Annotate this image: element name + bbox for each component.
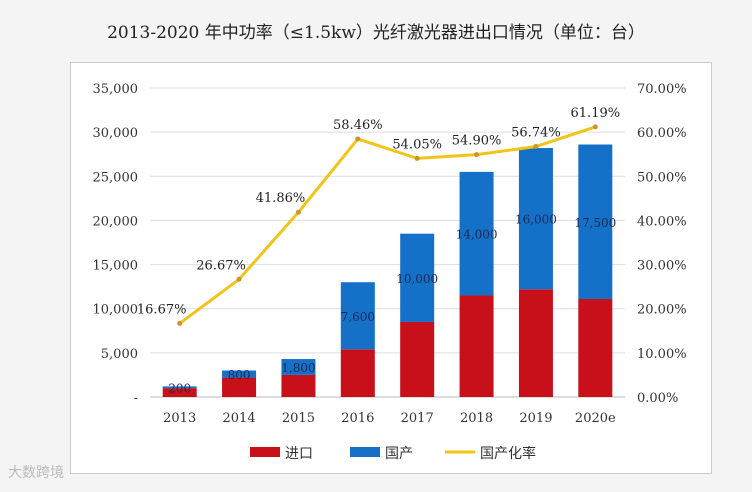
y-tick-label: 20,000 bbox=[93, 214, 139, 229]
y-tick-label: 15,000 bbox=[93, 259, 139, 274]
rate-label: 54.90% bbox=[452, 134, 502, 149]
x-tick-label: 2015 bbox=[282, 411, 315, 426]
x-tick-label: 2013 bbox=[163, 411, 196, 426]
rate-point bbox=[474, 152, 480, 158]
bar-import bbox=[400, 321, 435, 397]
bar-label: 1,800 bbox=[281, 361, 315, 375]
bar-label: 200 bbox=[168, 381, 191, 395]
legend-swatch bbox=[350, 447, 380, 457]
y-tick-label: 35,000 bbox=[93, 82, 139, 97]
bar-label: 10,000 bbox=[396, 272, 438, 286]
x-tick-label: 2016 bbox=[341, 411, 374, 426]
y2-tick-label: 70.00% bbox=[637, 82, 687, 97]
bar-domestic bbox=[340, 282, 375, 350]
y2-tick-label: 20.00% bbox=[637, 303, 687, 318]
bar-domestic bbox=[400, 233, 435, 322]
y2-tick-label: 50.00% bbox=[637, 170, 687, 185]
legend-label: 国产化率 bbox=[480, 445, 536, 462]
bar-label: 800 bbox=[228, 368, 251, 382]
x-tick-label: 2017 bbox=[401, 411, 434, 426]
y2-tick-label: 10.00% bbox=[637, 347, 687, 362]
y2-tick-label: 30.00% bbox=[637, 259, 687, 274]
rate-label: 26.67% bbox=[196, 258, 246, 273]
y-tick-label: 30,000 bbox=[93, 126, 139, 141]
rate-label: 41.86% bbox=[256, 191, 306, 206]
x-tick-label: 2014 bbox=[223, 411, 256, 426]
rate-point bbox=[414, 155, 420, 161]
bar-label: 7,600 bbox=[341, 310, 375, 324]
bar-label: 16,000 bbox=[515, 213, 557, 227]
legend-swatch bbox=[250, 447, 280, 457]
bar-import bbox=[340, 349, 375, 397]
legend-label: 进口 bbox=[285, 446, 313, 462]
rate-point bbox=[355, 136, 361, 142]
bar-label: 14,000 bbox=[456, 228, 498, 242]
legend-label: 国产 bbox=[385, 446, 413, 462]
rate-label: 58.46% bbox=[333, 118, 383, 133]
bar-import bbox=[518, 289, 553, 397]
rate-point bbox=[177, 320, 183, 326]
bar-domestic bbox=[222, 370, 257, 378]
x-tick-label: 2020e bbox=[575, 411, 616, 426]
y-tick-label: - bbox=[134, 391, 138, 406]
bar-domestic bbox=[281, 359, 316, 375]
rate-label: 54.05% bbox=[392, 137, 442, 152]
y-tick-label: 5,000 bbox=[101, 347, 138, 362]
rate-point bbox=[236, 276, 242, 282]
bar-domestic bbox=[578, 144, 613, 300]
bar-domestic bbox=[459, 171, 494, 296]
rate-label: 16.67% bbox=[137, 302, 187, 317]
chart-title: 2013-2020 年中功率（≤1.5kw）光纤激光器进出口情况（单位：台） bbox=[107, 23, 645, 43]
bar-import bbox=[162, 388, 197, 397]
bar-label: 17,500 bbox=[574, 216, 616, 230]
x-tick-label: 2018 bbox=[460, 411, 493, 426]
x-tick-label: 2019 bbox=[519, 411, 552, 426]
y2-tick-label: 40.00% bbox=[637, 214, 687, 229]
rate-label: 56.74% bbox=[511, 126, 561, 141]
y-tick-label: 10,000 bbox=[93, 303, 139, 318]
y-tick-label: 25,000 bbox=[93, 170, 139, 185]
rate-point bbox=[533, 144, 539, 150]
bar-import bbox=[281, 374, 316, 397]
bar-import bbox=[459, 295, 494, 397]
y2-tick-label: 60.00% bbox=[637, 126, 687, 141]
rate-point bbox=[592, 124, 598, 130]
watermark: 大数跨境 bbox=[8, 465, 64, 481]
bar-domestic bbox=[518, 148, 553, 290]
rate-point bbox=[295, 209, 301, 215]
bar-import bbox=[222, 377, 257, 397]
rate-label: 61.19% bbox=[571, 106, 621, 121]
rate-line bbox=[178, 125, 596, 325]
bar-domestic bbox=[162, 386, 197, 389]
y2-tick-label: 0.00% bbox=[637, 391, 678, 406]
bar-import bbox=[578, 299, 613, 397]
